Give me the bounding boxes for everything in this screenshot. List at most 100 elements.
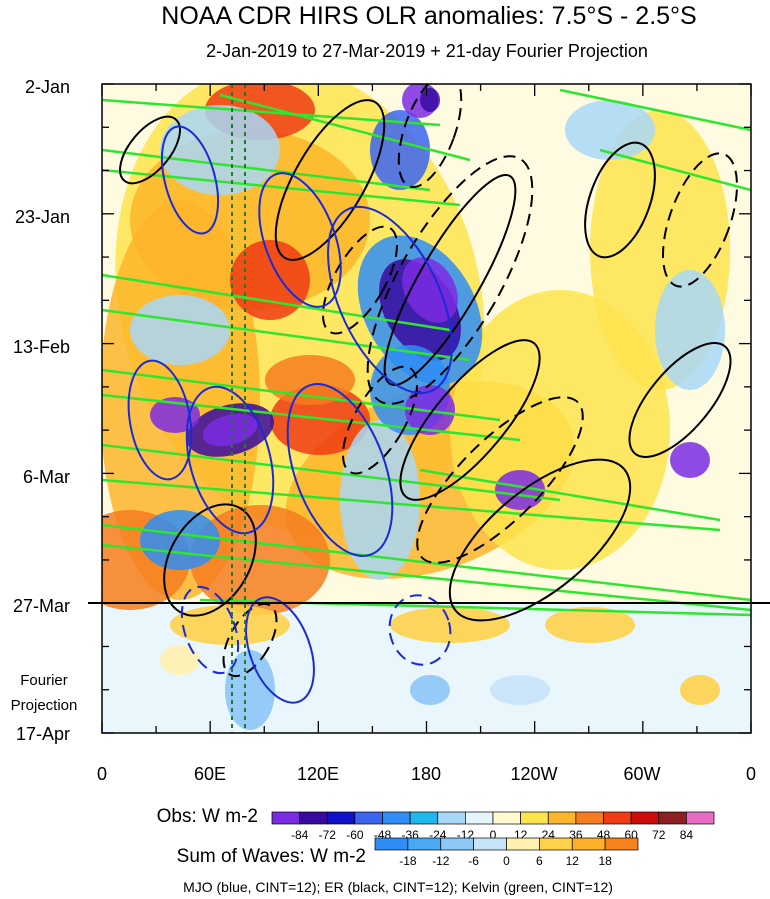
mjo-contour xyxy=(388,594,452,666)
mjo-contour xyxy=(327,205,453,395)
obs-colorbar-swatch xyxy=(326,811,356,825)
obs-colorbar-swatch xyxy=(686,811,715,825)
obs-colorbar-swatch xyxy=(492,811,521,825)
kelvin-contour xyxy=(102,523,751,602)
projection-blob xyxy=(680,675,720,705)
anomaly-blob xyxy=(202,413,258,447)
waves-colorbar-tick-label: 6 xyxy=(536,854,543,868)
obs-colorbar: -84 -72 -60 -48 -36 -24 -12 0 12 24 36 48 60 72 84 xyxy=(271,811,715,842)
obs-colorbar-swatch xyxy=(658,811,687,825)
x-tick-label: 0 xyxy=(97,764,107,784)
obs-colorbar-tick-label: -60 xyxy=(346,828,364,842)
kelvin-contours xyxy=(102,88,751,617)
kelvin-contour xyxy=(219,93,471,162)
waves-colorbar-tick-label: 0 xyxy=(503,854,510,868)
obs-colorbar-tick-label: 0 xyxy=(490,828,497,842)
waves-colorbar-swatch xyxy=(374,837,409,851)
kelvin-contour xyxy=(599,148,751,192)
er-contour xyxy=(397,84,463,189)
y-tick-label: 17-Apr xyxy=(16,724,70,744)
er-contour xyxy=(628,342,732,458)
obs-colorbar-swatch xyxy=(382,811,411,825)
anomaly-blob xyxy=(495,470,545,510)
x-tick-label: 180 xyxy=(411,764,441,784)
anomaly-blob xyxy=(160,105,280,195)
chart-subtitle: 2-Jan-2019 to 27-Mar-2019 + 21-day Fouri… xyxy=(206,41,648,61)
anomaly-blob xyxy=(265,355,355,405)
obs-colorbar-label: Obs: W m-2 xyxy=(157,806,258,827)
er-contour xyxy=(416,396,584,564)
obs-colorbar-swatch xyxy=(299,811,328,825)
waves-colorbar-tick-label: -6 xyxy=(468,854,479,868)
waves-colorbar-swatch xyxy=(571,837,606,851)
anomaly-blob xyxy=(655,270,725,390)
kelvin-contour xyxy=(102,368,501,422)
obs-colorbar-swatch xyxy=(575,811,604,825)
axis-ticks xyxy=(101,83,752,734)
plot-area xyxy=(102,84,751,733)
waves-colorbar-swatch xyxy=(407,837,442,851)
x-tick-label: 120E xyxy=(297,764,339,784)
anomaly-blob xyxy=(420,88,440,112)
obs-colorbar-swatch xyxy=(409,811,439,825)
er-contour xyxy=(342,365,418,475)
er-contour xyxy=(274,99,386,261)
projection-blob xyxy=(545,607,635,643)
obs-colorbar-swatch xyxy=(630,811,660,825)
kelvin-contour xyxy=(102,478,721,532)
projection-blob xyxy=(225,650,275,730)
kelvin-contour xyxy=(102,273,451,332)
er-contour xyxy=(448,458,632,622)
y-tick-label: 13-Feb xyxy=(13,337,70,357)
er-contour xyxy=(383,174,517,386)
y-tick-label: 2-Jan xyxy=(25,77,70,97)
er-contour xyxy=(119,115,181,185)
obs-colorbar-swatch xyxy=(354,811,383,825)
kelvin-contour xyxy=(102,168,461,207)
mjo-contour xyxy=(286,383,394,557)
waves-colorbar-label: Sum of Waves: W m-2 xyxy=(177,846,366,867)
er-contour xyxy=(366,155,534,405)
projection-label-line2: Projection xyxy=(11,697,78,714)
waves-colorbar-tick-label: 18 xyxy=(598,854,612,868)
y-tick-label: 23-Jan xyxy=(15,207,70,227)
obs-colorbar-swatch xyxy=(603,811,632,825)
x-tick-label: 60W xyxy=(623,764,660,784)
waves-colorbar-swatch xyxy=(473,837,507,851)
er-contour xyxy=(662,152,738,288)
waves-colorbar-tick-label: 12 xyxy=(566,854,580,868)
obs-colorbar-swatch xyxy=(271,811,300,825)
obs-colorbar-tick-label: -84 xyxy=(291,828,309,842)
kelvin-contour xyxy=(102,443,561,502)
y-tick-label: 27-Mar xyxy=(13,596,70,616)
kelvin-contour xyxy=(419,468,721,522)
er-contours xyxy=(119,84,738,678)
kelvin-contour xyxy=(102,543,751,612)
kelvin-contour xyxy=(102,308,471,362)
waves-colorbar-tick-label: -12 xyxy=(432,854,450,868)
obs-colorbar-swatch xyxy=(465,811,494,825)
kelvin-contour xyxy=(102,148,431,192)
er-contour xyxy=(322,225,398,335)
mjo-contour xyxy=(245,596,315,704)
projection-blob xyxy=(490,675,550,705)
obs-colorbar-swatch xyxy=(437,811,466,825)
anomaly-blob xyxy=(565,100,655,160)
er-contour xyxy=(584,141,656,259)
anomaly-blob xyxy=(230,240,310,320)
obs-colorbar-tick-label: -72 xyxy=(319,828,337,842)
anomaly-blob xyxy=(130,295,230,365)
er-contour xyxy=(399,339,541,501)
projection-blob xyxy=(160,645,200,675)
mjo-contour xyxy=(160,125,220,235)
anomaly-blob xyxy=(140,510,220,570)
projection-label-line1: Fourier xyxy=(20,672,68,689)
x-axis-labels: 0 60E 120E 180 120W 60W 0 xyxy=(97,764,756,784)
chart-title: NOAA CDR HIRS OLR anomalies: 7.5°S - 2.5… xyxy=(161,2,696,30)
anomaly-blob xyxy=(340,420,420,580)
anomaly-blob xyxy=(402,257,458,323)
anomaly-blob xyxy=(670,442,710,478)
mjo-contour xyxy=(180,585,240,675)
mjo-contour xyxy=(127,359,193,481)
